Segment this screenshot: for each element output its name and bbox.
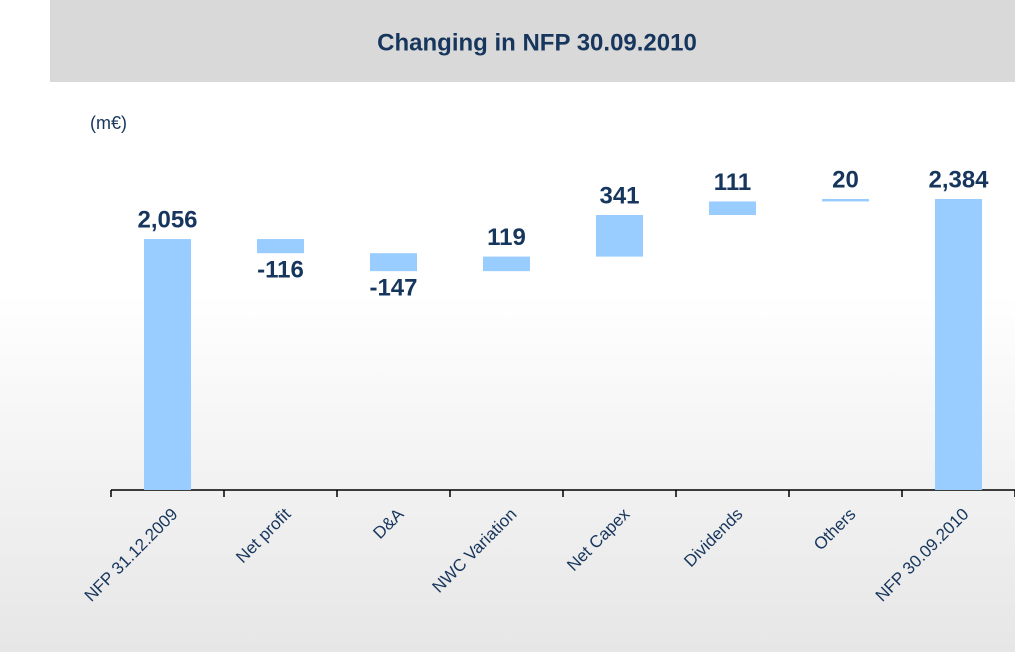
unit-label: (m€) bbox=[90, 113, 127, 133]
bar bbox=[483, 256, 530, 272]
bar bbox=[709, 201, 756, 215]
value-label: 341 bbox=[599, 182, 639, 209]
value-label: -147 bbox=[369, 274, 417, 301]
value-label: 111 bbox=[714, 169, 751, 196]
chart-title: Changing in NFP 30.09.2010 bbox=[377, 29, 697, 56]
bar bbox=[144, 239, 191, 490]
bar bbox=[257, 239, 304, 254]
value-label: -116 bbox=[257, 257, 304, 284]
value-label: 2,384 bbox=[928, 166, 989, 193]
value-label: 20 bbox=[832, 166, 859, 193]
bar bbox=[935, 199, 982, 490]
value-label: 2,056 bbox=[137, 206, 197, 233]
bar bbox=[596, 214, 643, 257]
bar bbox=[822, 199, 869, 202]
title-band bbox=[50, 0, 1015, 82]
value-label: 119 bbox=[487, 224, 526, 251]
bar bbox=[370, 253, 417, 272]
